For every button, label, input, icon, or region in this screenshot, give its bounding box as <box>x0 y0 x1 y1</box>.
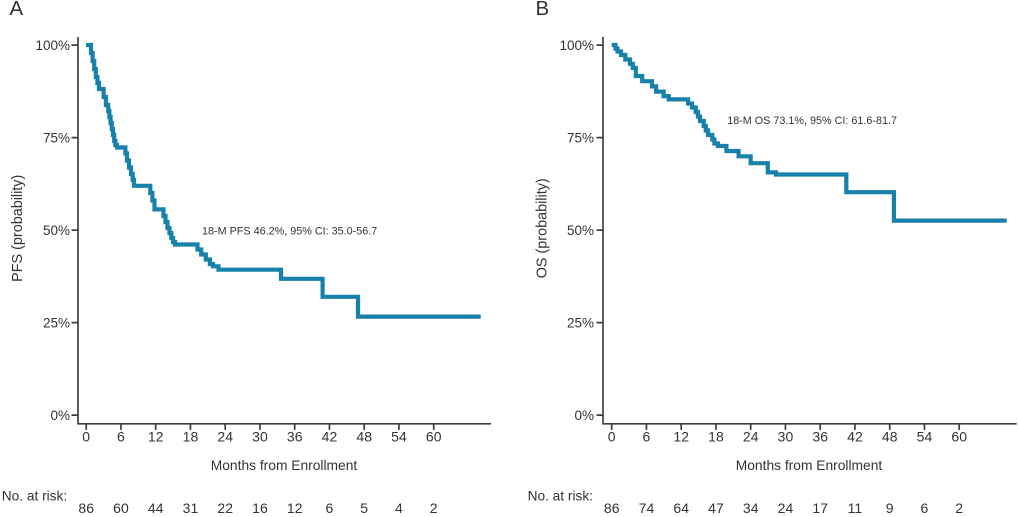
svg-text:9: 9 <box>886 500 894 516</box>
svg-text:36: 36 <box>287 428 303 444</box>
svg-text:42: 42 <box>847 428 863 444</box>
svg-text:50%: 50% <box>567 223 594 238</box>
svg-text:B: B <box>536 0 550 20</box>
svg-text:60: 60 <box>113 500 129 516</box>
svg-text:60: 60 <box>426 428 442 444</box>
svg-text:2: 2 <box>430 500 438 516</box>
svg-text:18: 18 <box>708 428 724 444</box>
svg-text:A: A <box>10 0 24 20</box>
svg-text:22: 22 <box>217 500 233 516</box>
svg-text:17: 17 <box>812 500 828 516</box>
svg-text:6: 6 <box>643 428 651 444</box>
svg-text:6: 6 <box>921 500 929 516</box>
svg-text:48: 48 <box>882 428 898 444</box>
svg-text:18-M OS 73.1%, 95% CI: 61.6-81: 18-M OS 73.1%, 95% CI: 61.6-81.7 <box>727 115 897 127</box>
svg-text:25%: 25% <box>43 316 70 331</box>
svg-text:12: 12 <box>148 428 164 444</box>
svg-text:30: 30 <box>252 428 268 444</box>
svg-text:31: 31 <box>183 500 199 516</box>
svg-text:48: 48 <box>356 428 372 444</box>
svg-text:25%: 25% <box>567 316 594 331</box>
svg-text:54: 54 <box>917 428 933 444</box>
svg-text:PFS (probability): PFS (probability) <box>10 175 26 282</box>
svg-text:6: 6 <box>117 428 125 444</box>
svg-text:0: 0 <box>82 428 90 444</box>
svg-text:24: 24 <box>743 428 759 444</box>
svg-text:4: 4 <box>395 500 403 516</box>
svg-text:75%: 75% <box>43 131 70 146</box>
svg-text:16: 16 <box>252 500 268 516</box>
svg-text:12: 12 <box>287 500 303 516</box>
svg-text:54: 54 <box>391 428 407 444</box>
svg-text:OS (probability): OS (probability) <box>535 178 551 278</box>
svg-text:2: 2 <box>955 500 963 516</box>
svg-text:42: 42 <box>322 428 338 444</box>
svg-text:24: 24 <box>778 500 794 516</box>
svg-text:5: 5 <box>360 500 368 516</box>
svg-text:30: 30 <box>778 428 794 444</box>
svg-text:Months from Enrollment: Months from Enrollment <box>736 458 883 473</box>
svg-text:No. at risk:: No. at risk: <box>528 489 593 504</box>
svg-text:50%: 50% <box>43 223 70 238</box>
svg-text:100%: 100% <box>35 38 70 53</box>
svg-text:18: 18 <box>183 428 199 444</box>
svg-text:86: 86 <box>604 500 620 516</box>
svg-text:0%: 0% <box>574 408 594 423</box>
svg-text:0%: 0% <box>50 408 70 423</box>
svg-text:100%: 100% <box>559 38 594 53</box>
svg-text:60: 60 <box>951 428 967 444</box>
svg-text:75%: 75% <box>567 131 594 146</box>
svg-text:12: 12 <box>673 428 689 444</box>
svg-text:47: 47 <box>708 500 724 516</box>
svg-text:6: 6 <box>326 500 334 516</box>
svg-text:36: 36 <box>812 428 828 444</box>
svg-text:18-M PFS 46.2%, 95% CI: 35.0-5: 18-M PFS 46.2%, 95% CI: 35.0-56.7 <box>202 225 377 237</box>
svg-text:Months from Enrollment: Months from Enrollment <box>211 458 358 473</box>
svg-text:0: 0 <box>608 428 616 444</box>
svg-text:74: 74 <box>639 500 655 516</box>
svg-text:86: 86 <box>78 500 94 516</box>
svg-text:No. at risk:: No. at risk: <box>2 489 67 504</box>
svg-text:64: 64 <box>673 500 689 516</box>
svg-text:24: 24 <box>217 428 233 444</box>
svg-text:34: 34 <box>743 500 759 516</box>
svg-text:11: 11 <box>848 500 863 516</box>
svg-text:44: 44 <box>148 500 164 516</box>
